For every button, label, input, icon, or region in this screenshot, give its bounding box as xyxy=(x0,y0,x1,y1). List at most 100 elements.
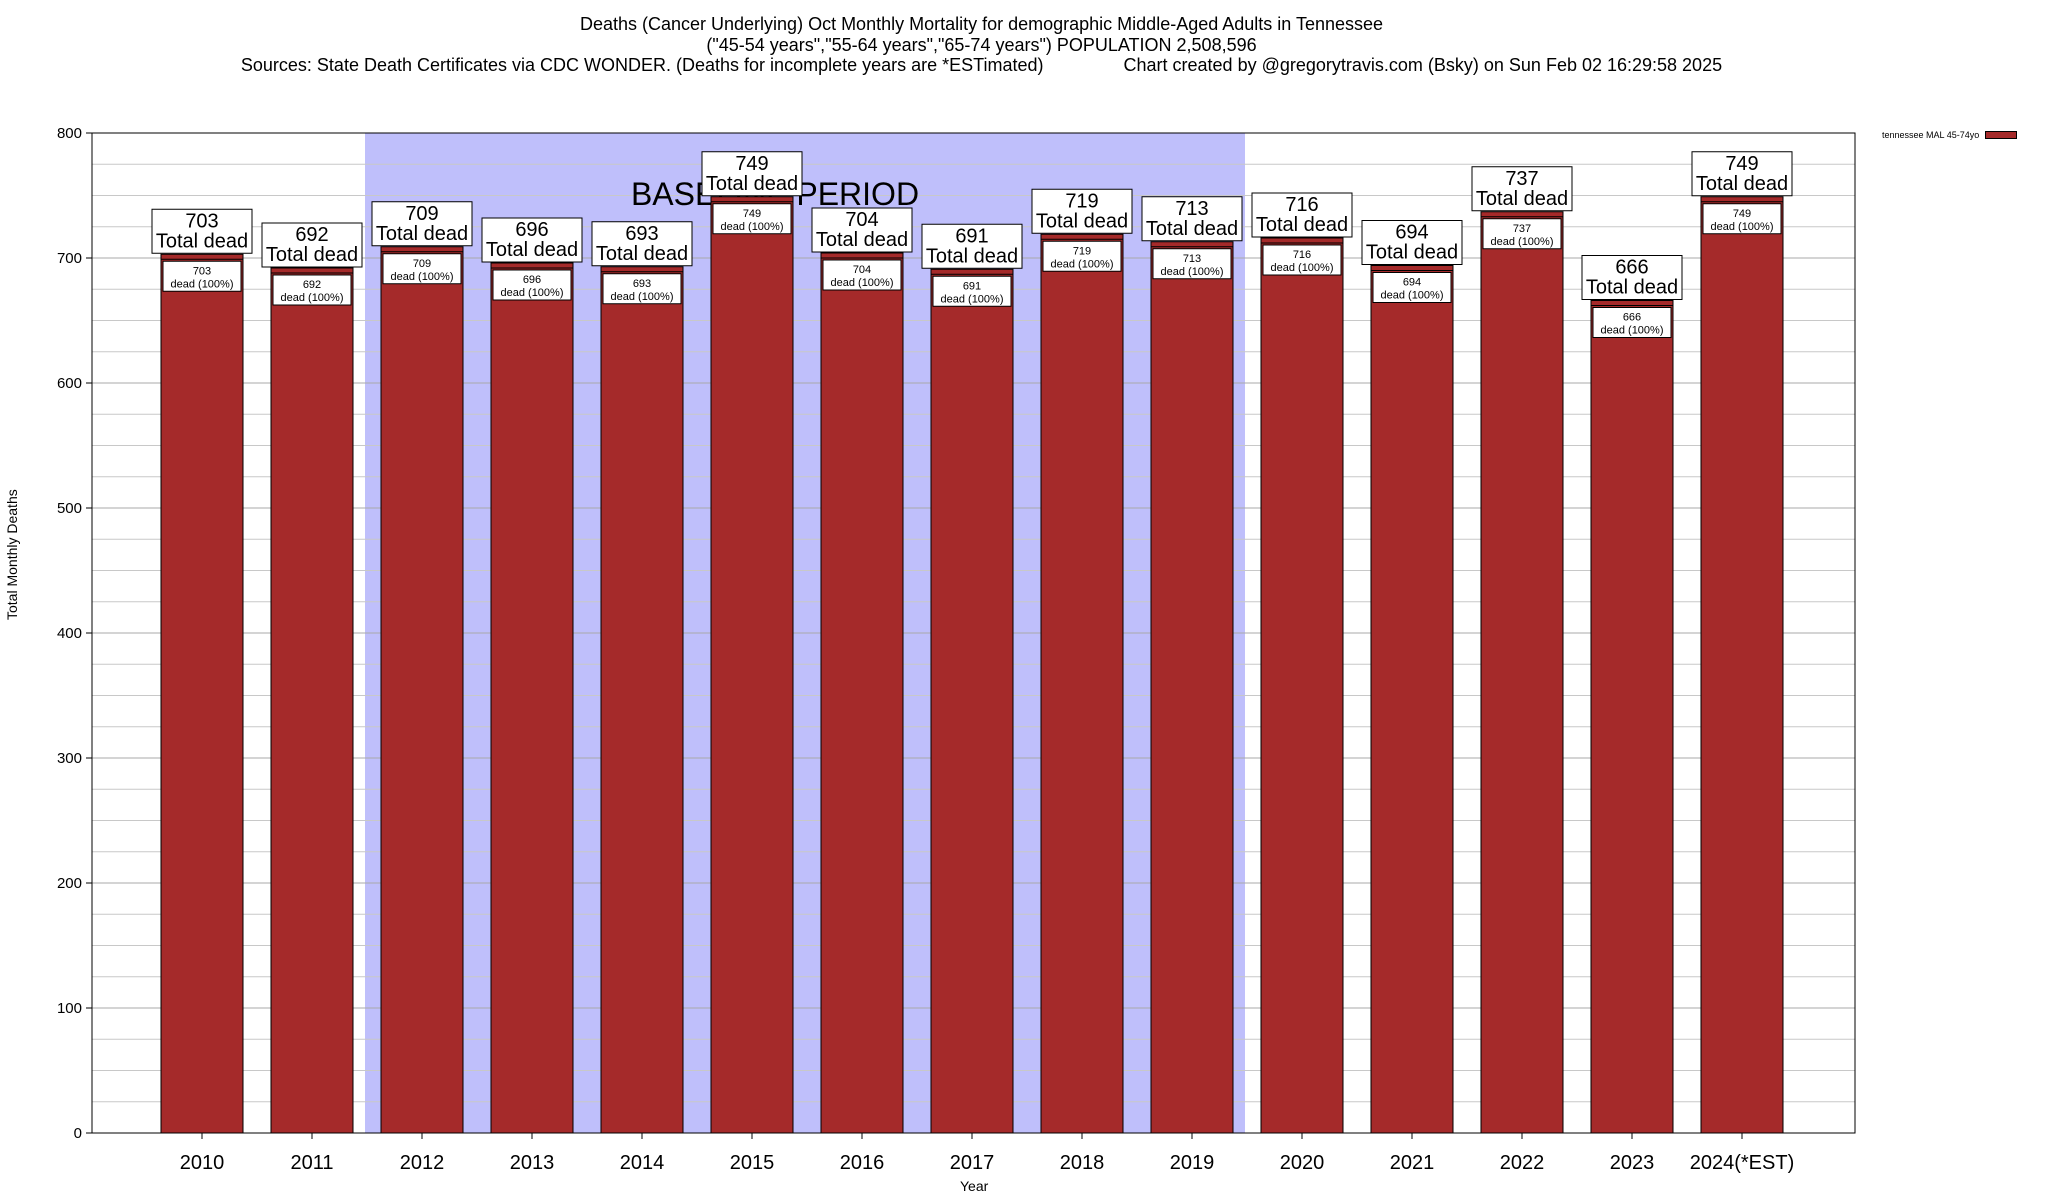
top-label-value: 737 xyxy=(1505,168,1538,190)
bar xyxy=(1480,211,1564,1134)
y-tick-label: 800 xyxy=(57,125,82,142)
top-label-suffix: Total dead xyxy=(816,229,908,251)
inner-label-suffix: dead (100%) xyxy=(831,277,894,289)
top-label-box xyxy=(371,201,473,247)
y-tick-label: 400 xyxy=(57,625,82,642)
top-label-box xyxy=(921,223,1023,269)
top-label-suffix: Total dead xyxy=(1146,218,1238,240)
inner-label-box xyxy=(1262,244,1342,276)
inner-label-value: 709 xyxy=(413,258,431,270)
top-label-value: 691 xyxy=(955,225,988,247)
y-tick-label: 700 xyxy=(57,250,82,267)
inner-label-value: 692 xyxy=(303,279,321,291)
inner-label-box xyxy=(272,274,352,306)
x-tick-label: 2019 xyxy=(1170,1152,1215,1174)
inner-label-value: 704 xyxy=(853,264,871,276)
x-tick-label: 2016 xyxy=(840,1152,885,1174)
inner-label-box xyxy=(1372,272,1452,303)
inner-label-value: 691 xyxy=(963,280,981,292)
top-label-value: 694 xyxy=(1395,222,1428,244)
inner-label-box xyxy=(1042,240,1122,272)
inner-label-value: 749 xyxy=(743,208,761,220)
inner-label-suffix: dead (100%) xyxy=(281,292,344,304)
x-tick-label: 2023 xyxy=(1610,1152,1655,1174)
bar xyxy=(930,268,1014,1134)
y-tick-label: 0 xyxy=(74,1125,82,1142)
x-axis-label: Year xyxy=(960,1178,989,1194)
x-tick-label: 2011 xyxy=(290,1152,333,1174)
x-tick-label: 2022 xyxy=(1500,1152,1545,1174)
x-tick-label: 2012 xyxy=(400,1152,445,1174)
inner-label-suffix: dead (100%) xyxy=(1381,290,1444,302)
top-label-value: 713 xyxy=(1175,198,1208,220)
inner-label-box xyxy=(1702,203,1782,235)
top-label-box xyxy=(1691,151,1793,197)
bar xyxy=(490,262,574,1134)
inner-label-box xyxy=(932,275,1012,307)
top-label-suffix: Total dead xyxy=(1476,188,1568,210)
inner-label-value: 737 xyxy=(1513,223,1531,235)
inner-label-box xyxy=(602,273,682,305)
x-tick-label: 2010 xyxy=(180,1152,225,1174)
legend-label: tennessee MAL 45-74yo xyxy=(1882,130,1980,140)
top-label-value: 709 xyxy=(405,203,438,225)
top-label-suffix: Total dead xyxy=(1036,210,1128,232)
inner-label-suffix: dead (100%) xyxy=(611,291,674,303)
bar xyxy=(1700,196,1784,1134)
x-tick-label: 2024(*EST) xyxy=(1690,1152,1795,1174)
legend-swatch xyxy=(1985,131,2018,139)
top-label-box xyxy=(591,221,693,267)
top-label-suffix: Total dead xyxy=(706,173,798,195)
inner-label-suffix: dead (100%) xyxy=(1601,325,1664,337)
inner-label-suffix: dead (100%) xyxy=(171,278,234,290)
inner-label-box xyxy=(492,269,572,301)
bar xyxy=(600,266,684,1134)
top-label-box xyxy=(1141,196,1243,242)
inner-label-suffix: dead (100%) xyxy=(941,293,1004,305)
y-tick-label: 500 xyxy=(57,500,82,517)
top-label-value: 749 xyxy=(1725,153,1758,175)
top-label-box xyxy=(151,208,253,254)
top-label-suffix: Total dead xyxy=(486,239,578,261)
inner-label-value: 716 xyxy=(1293,249,1311,261)
inner-label-suffix: dead (100%) xyxy=(1491,236,1554,248)
top-label-box xyxy=(261,222,363,268)
top-label-value: 693 xyxy=(625,223,658,245)
inner-label-box xyxy=(1592,307,1672,338)
inner-label-suffix: dead (100%) xyxy=(1711,221,1774,233)
x-tick-label: 2021 xyxy=(1390,1152,1435,1174)
plot-frame xyxy=(91,132,1856,1134)
x-tick-label: 2015 xyxy=(730,1152,775,1174)
top-label-suffix: Total dead xyxy=(376,223,468,245)
inner-label-suffix: dead (100%) xyxy=(1051,258,1114,270)
top-label-value: 704 xyxy=(845,209,878,231)
top-label-suffix: Total dead xyxy=(596,243,688,265)
inner-label-value: 693 xyxy=(633,278,651,290)
chart-title-line2: ("45-54 years","55-64 years","65-74 year… xyxy=(706,35,1257,55)
bar xyxy=(1150,241,1234,1134)
top-label-value: 696 xyxy=(515,219,548,241)
bar xyxy=(160,253,244,1134)
bar xyxy=(1370,265,1454,1134)
x-tick-label: 2013 xyxy=(510,1152,555,1174)
top-label-value: 719 xyxy=(1065,190,1098,212)
top-label-suffix: Total dead xyxy=(1366,242,1458,264)
chart-title-line3: Sources: State Death Certificates via CD… xyxy=(240,55,1723,75)
top-label-box xyxy=(811,207,913,253)
top-label-box xyxy=(1031,188,1133,234)
inner-label-box xyxy=(382,253,462,285)
y-axis-label: Total Monthly Deaths xyxy=(4,489,20,620)
y-tick-label: 200 xyxy=(57,875,82,892)
bar xyxy=(380,246,464,1134)
inner-label-suffix: dead (100%) xyxy=(1271,262,1334,274)
top-label-value: 692 xyxy=(295,224,328,246)
top-label-suffix: Total dead xyxy=(1256,214,1348,236)
inner-label-suffix: dead (100%) xyxy=(721,221,784,233)
inner-label-suffix: dead (100%) xyxy=(391,271,454,283)
inner-label-box xyxy=(1482,218,1562,250)
legend: tennessee MAL 45-74yo xyxy=(1882,130,2018,140)
top-label-box xyxy=(701,151,803,197)
inner-label-value: 713 xyxy=(1183,253,1201,265)
inner-label-value: 694 xyxy=(1403,277,1421,289)
